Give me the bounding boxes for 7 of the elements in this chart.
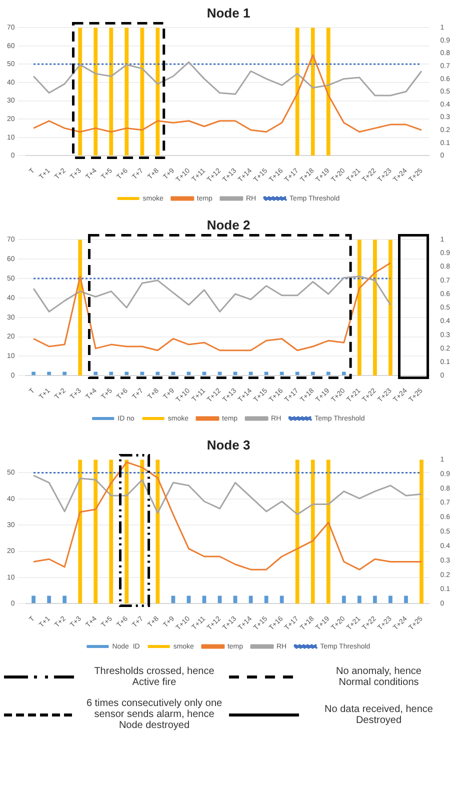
text: No data received, hence Destroyed [324,704,434,726]
text: No anomaly, hence Normal conditions [335,666,422,688]
chart-title: Node 2 [206,217,250,232]
chart-title: Node 3 [206,437,250,452]
text: Thresholds crossed, hence Active fire [93,666,216,688]
text: 6 times consecutively only one sensor sends alarm, hence Node destroyed [85,698,224,731]
chart-title: Node 1 [206,5,250,20]
